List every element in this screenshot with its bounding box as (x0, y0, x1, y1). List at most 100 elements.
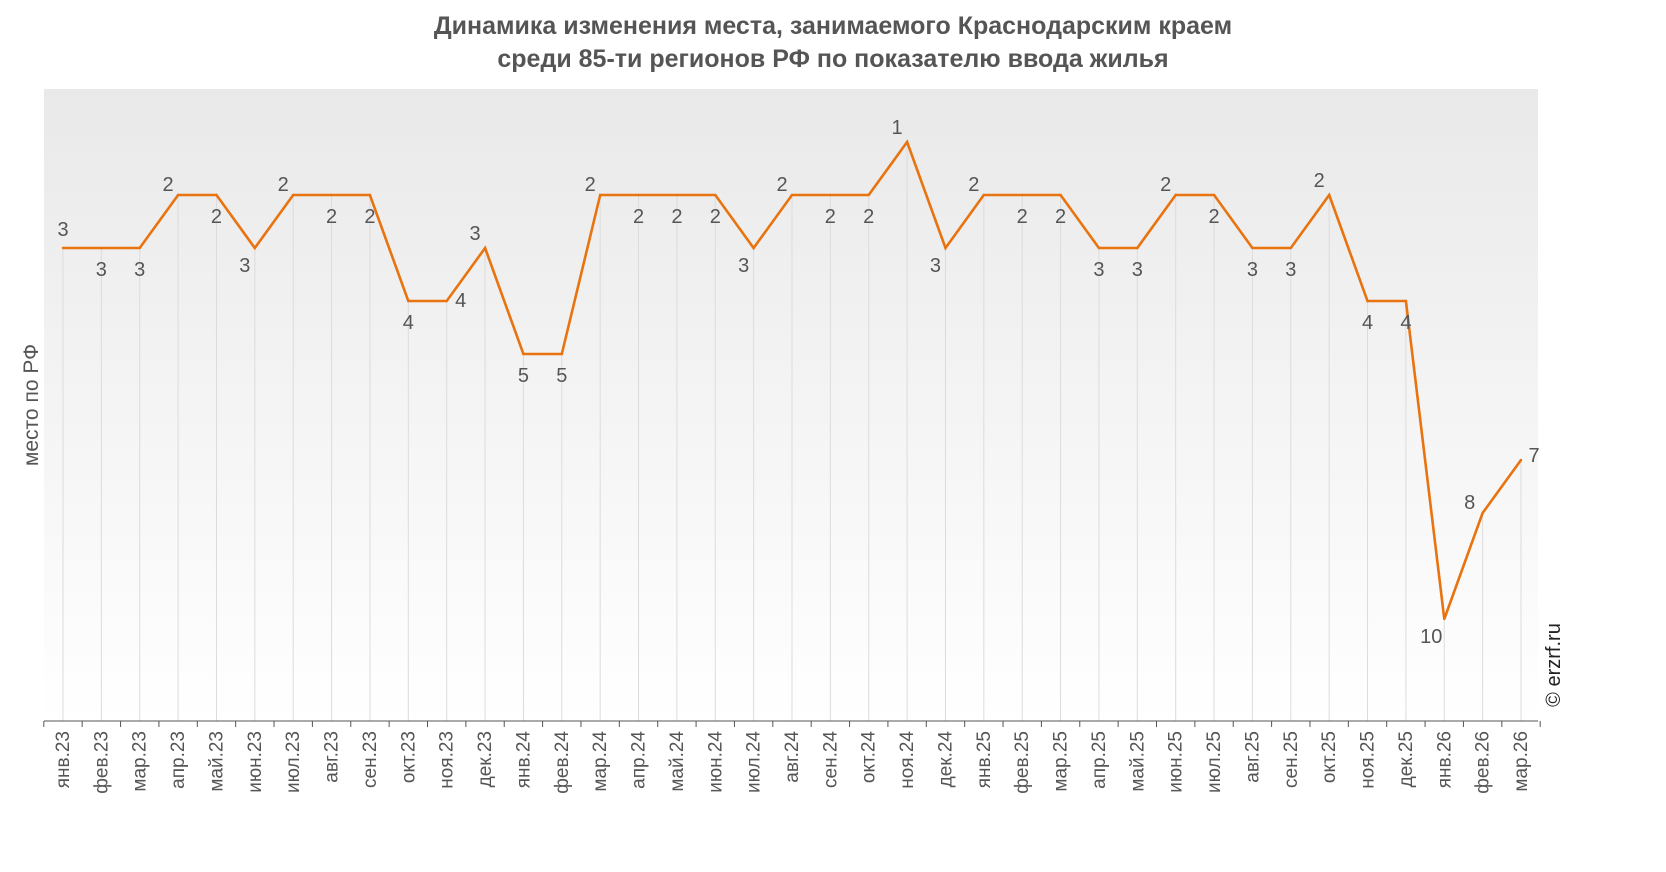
label-leaders (62, 142, 1522, 721)
data-label: 2 (1314, 170, 1325, 192)
x-tick-label: июн.24 (705, 731, 726, 793)
data-label: 2 (364, 206, 375, 228)
data-point (445, 299, 448, 303)
data-point (176, 193, 180, 197)
data-label: 3 (1093, 259, 1104, 281)
x-tick-label: ноя.24 (897, 731, 918, 789)
x-tick-label: фев.25 (1012, 731, 1033, 794)
x-tick-label: мар.26 (1511, 731, 1532, 792)
data-point (522, 352, 525, 356)
x-tick-label: апр.25 (1089, 731, 1110, 789)
data-label: 2 (671, 206, 682, 228)
data-label: 2 (633, 206, 644, 228)
data-label: 4 (455, 290, 466, 312)
y-axis-title: место по РФ (20, 344, 43, 466)
x-tick-label: авг.23 (322, 731, 343, 783)
series-group (61, 139, 1523, 621)
x-tick-label: окт.23 (398, 731, 419, 783)
data-point (100, 246, 103, 250)
data-label: 2 (825, 206, 836, 228)
data-point (1519, 458, 1523, 462)
data-label: 3 (96, 259, 107, 281)
data-point (407, 299, 410, 303)
x-tick-label: июл.24 (744, 731, 765, 793)
data-label: 8 (1464, 492, 1475, 514)
data-label: 3 (1247, 259, 1258, 281)
x-tick-label: мар.25 (1051, 731, 1072, 792)
x-tick-label: окт.24 (859, 731, 880, 784)
data-point (560, 352, 563, 356)
data-point (1443, 617, 1446, 621)
data-point (1366, 299, 1369, 303)
data-point (867, 193, 870, 197)
data-label: 4 (1362, 312, 1373, 334)
x-tick-label: май.23 (207, 731, 228, 792)
chart-title: Динамика изменения места, занимаемого Кр… (0, 10, 1666, 76)
x-tick-label: май.25 (1127, 731, 1148, 792)
data-label: 2 (1208, 206, 1219, 228)
x-tick-label: апр.23 (168, 731, 189, 789)
x-tick-label: авг.25 (1242, 731, 1263, 783)
chart-title-line-1: Динамика изменения места, занимаемого Кр… (433, 12, 1233, 40)
data-label: 2 (1017, 206, 1028, 228)
data-point (1212, 193, 1216, 197)
x-tick-label: мар.24 (590, 731, 611, 792)
data-label: 3 (469, 223, 480, 245)
data-label: 7 (1528, 445, 1539, 467)
data-point (1404, 299, 1408, 303)
data-label: 2 (585, 174, 596, 196)
x-tick-label: дек.23 (475, 731, 496, 787)
data-label: 2 (710, 206, 721, 228)
data-point (138, 246, 141, 250)
x-tick-label: янв.23 (53, 731, 74, 788)
x-tick-label: мар.23 (130, 731, 151, 792)
data-point (483, 246, 487, 250)
data-point (1021, 193, 1024, 197)
data-label: 2 (968, 174, 979, 196)
data-point (1136, 246, 1139, 250)
data-point (637, 193, 640, 197)
x-tick-label: дек.24 (936, 731, 957, 788)
x-tick-label: сен.25 (1281, 731, 1302, 788)
data-label: 3 (239, 255, 250, 277)
data-point (1481, 511, 1484, 515)
data-point (752, 246, 755, 250)
data-label: 5 (556, 365, 567, 387)
data-label: 2 (211, 206, 222, 228)
data-label: 10 (1420, 626, 1442, 648)
x-tick-label: сен.23 (360, 731, 381, 788)
data-label: 4 (1400, 312, 1411, 334)
data-point (829, 193, 832, 197)
x-tick-label: май.24 (667, 731, 688, 792)
data-label: 1 (892, 117, 903, 139)
data-label: 2 (278, 174, 289, 196)
data-point (1097, 246, 1101, 250)
x-tick-label: фев.23 (91, 731, 112, 794)
data-labels: 3 3 3 2 2 3 2 2 2 4 4 3 5 5 2 2 2 2 3 2 2 2 1 3 2 2 2 3 3 2 2 3 3 2 4 4 10 8 7 (57, 117, 1539, 648)
data-point (944, 246, 947, 250)
data-point (1059, 193, 1062, 197)
x-tick-label: авг.24 (782, 731, 803, 783)
data-label: 3 (134, 259, 145, 281)
x-tick-label: янв.26 (1434, 731, 1455, 788)
x-tick-label: дек.25 (1396, 731, 1417, 787)
x-axis: янв.23 фев.23 мар.23 апр.23 май.23 июн.23 июл.… (43, 720, 1541, 794)
data-point (61, 246, 65, 250)
x-tick-label: июн.25 (1166, 731, 1187, 793)
data-label: 2 (776, 174, 787, 196)
data-label: 2 (163, 174, 174, 196)
data-point (1289, 246, 1292, 250)
x-tick-label: июл.25 (1204, 731, 1225, 793)
data-point (675, 193, 679, 197)
x-tick-label: фев.24 (552, 731, 573, 794)
data-point (253, 246, 257, 250)
data-label: 2 (326, 206, 337, 228)
data-label: 2 (863, 206, 874, 228)
data-label: 3 (1132, 259, 1143, 281)
x-tick-label: фев.26 (1473, 731, 1494, 794)
x-tick-label: апр.24 (629, 731, 650, 789)
data-label: 3 (930, 255, 941, 277)
x-tick-label: янв.24 (513, 731, 534, 789)
data-label: 2 (1160, 174, 1171, 196)
data-point (1251, 246, 1254, 250)
